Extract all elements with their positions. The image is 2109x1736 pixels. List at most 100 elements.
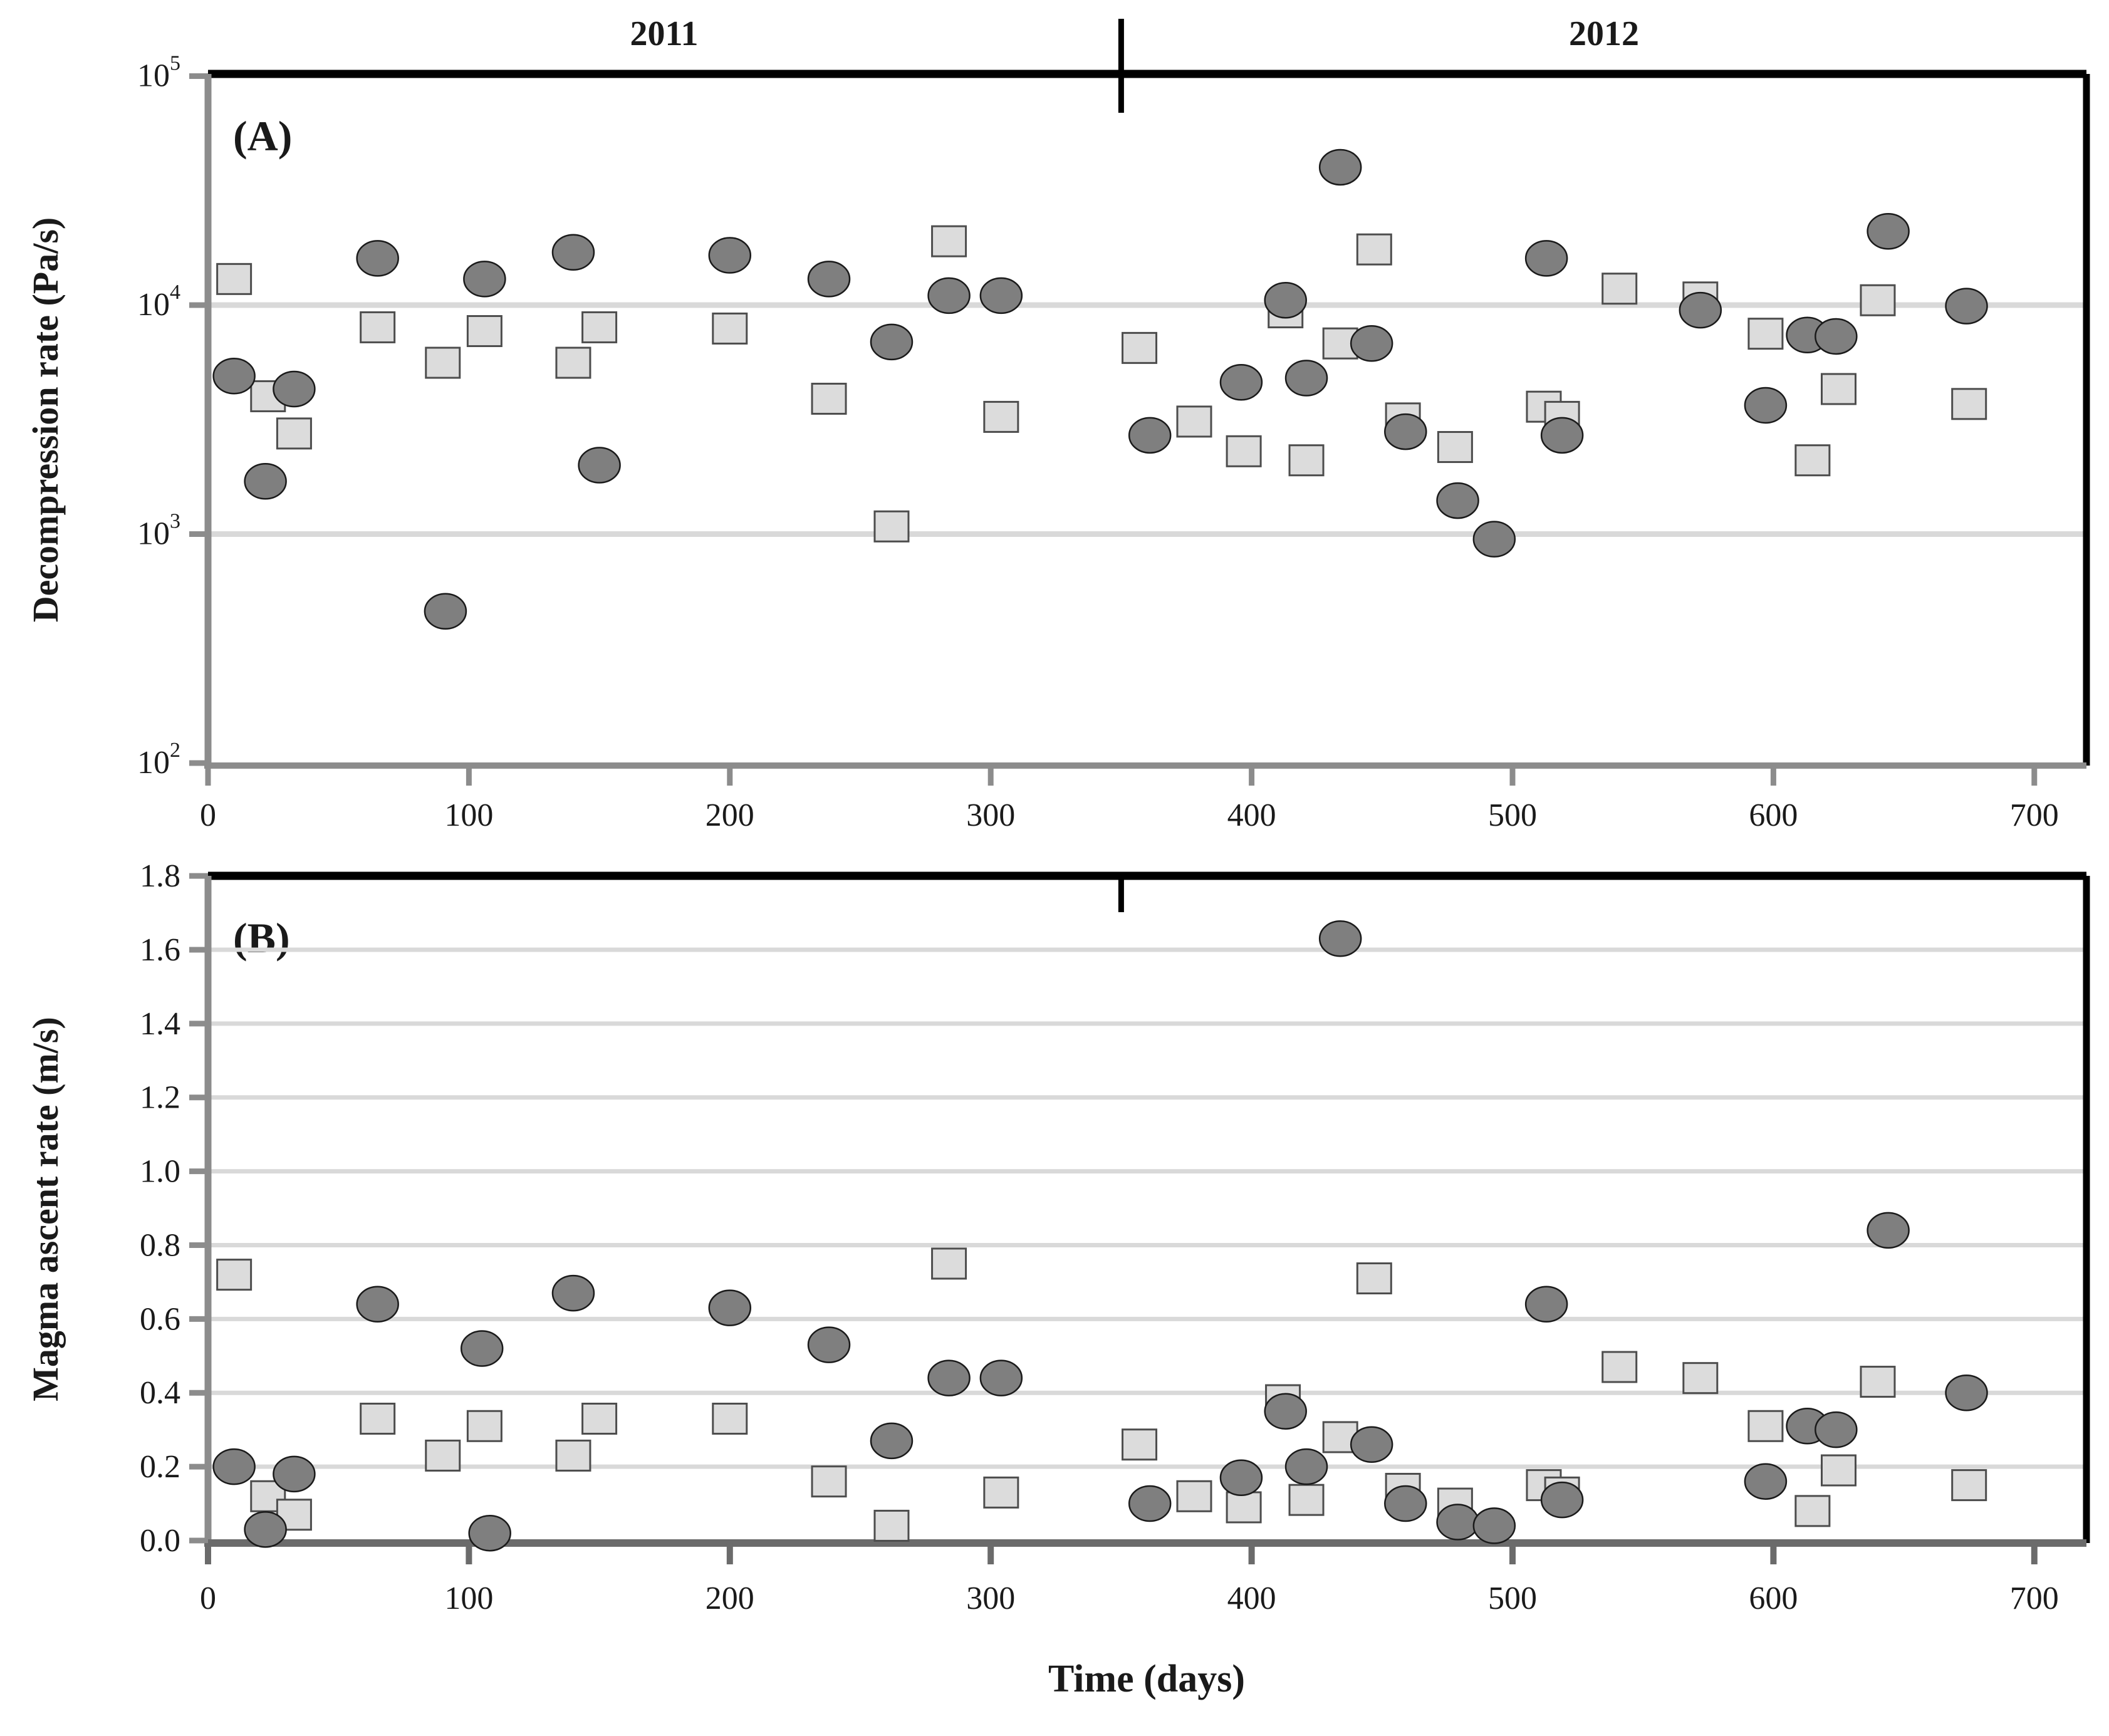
- data-point-circle-a: [1284, 360, 1328, 397]
- data-point-circle-a: [708, 237, 752, 274]
- panel-b-y-tick-label: 0.0: [140, 1523, 180, 1559]
- data-point-square-b: [1747, 1410, 1784, 1442]
- panel-a-label: (A): [233, 112, 292, 160]
- data-point-circle-b: [870, 1422, 914, 1460]
- data-point-circle-a: [1318, 148, 1362, 186]
- data-point-circle-b: [1284, 1448, 1328, 1485]
- data-point-circle-b: [1524, 1286, 1568, 1323]
- data-point-circle-b: [356, 1286, 399, 1323]
- data-point-square-b: [1601, 1351, 1638, 1383]
- data-point-square-b: [555, 1439, 591, 1472]
- data-point-square-a: [1860, 284, 1896, 316]
- data-point-circle-a: [1384, 413, 1427, 450]
- data-point-square-a: [360, 311, 396, 343]
- data-point-circle-b: [1219, 1459, 1263, 1497]
- data-point-circle-b: [1384, 1485, 1427, 1522]
- panel-b-y-tick-label: 1.8: [140, 858, 180, 894]
- data-point-square-a: [250, 380, 286, 412]
- data-point-circle-b: [1945, 1374, 1988, 1411]
- data-point-square-a: [811, 382, 847, 415]
- data-point-square-b: [360, 1402, 396, 1435]
- data-point-circle-a: [1472, 521, 1516, 558]
- data-point-square-b: [1122, 1428, 1158, 1461]
- data-point-square-b: [1951, 1469, 1987, 1502]
- panel-b-x-tick-label: 600: [1749, 1581, 1798, 1616]
- panel-b-x-tick-label: 400: [1227, 1581, 1276, 1616]
- data-point-square-b: [1176, 1480, 1212, 1512]
- data-point-circle-b: [927, 1359, 971, 1396]
- panel-b-y-tick-label: 1.2: [140, 1080, 180, 1116]
- data-point-square-b: [425, 1439, 461, 1472]
- panel-b-y-tick-label: 1.4: [140, 1006, 180, 1042]
- data-point-square-a: [1951, 388, 1987, 420]
- data-point-circle-a: [1945, 288, 1988, 325]
- panel-a-x-tick-label: 200: [706, 798, 754, 833]
- data-point-square-b: [1860, 1366, 1896, 1398]
- panel-b-x-tick-label: 200: [706, 1581, 754, 1616]
- data-point-circle-b: [212, 1448, 256, 1485]
- data-point-square-a: [466, 314, 503, 347]
- data-point-circle-b: [1867, 1212, 1910, 1249]
- data-point-square-a: [712, 312, 748, 345]
- data-point-square-b: [873, 1509, 910, 1542]
- data-point-circle-b: [1472, 1507, 1516, 1544]
- data-point-square-a: [931, 225, 967, 257]
- data-point-circle-a: [1264, 282, 1307, 319]
- data-point-square-b: [1356, 1262, 1392, 1295]
- panel-b-y-tick-label: 1.6: [140, 932, 180, 968]
- data-point-circle-a: [578, 447, 621, 484]
- data-point-circle-b: [273, 1455, 316, 1493]
- panel-a-x-tick-label: 600: [1749, 798, 1798, 833]
- year-label-2011: 2011: [630, 14, 699, 53]
- panel-b-y-tick-label: 1.0: [140, 1154, 180, 1190]
- data-point-circle-a: [1436, 482, 1479, 519]
- panel-a-x-tick-label: 700: [2010, 798, 2059, 833]
- data-point-square-a: [1226, 435, 1262, 467]
- data-point-circle-b: [1815, 1411, 1858, 1448]
- data-point-square-b: [1226, 1491, 1262, 1524]
- panel-b-x-tick-label: 100: [444, 1581, 493, 1616]
- panel-a-x-tick-label: 0: [200, 798, 216, 833]
- panel-b-y-tick-label: 0.4: [140, 1375, 180, 1411]
- panel-a-x-tick-label: 500: [1488, 798, 1537, 833]
- panel-a-y-tick-label: 104: [137, 281, 180, 323]
- panel-b-y-tick-label: 0.6: [140, 1301, 180, 1337]
- data-point-circle-a: [979, 277, 1023, 314]
- data-point-circle-a: [463, 261, 506, 298]
- panel-b-y-axis-title: Magma ascent rate (m/s): [25, 1017, 66, 1401]
- data-point-square-a: [276, 417, 312, 450]
- data-point-square-a: [983, 400, 1019, 433]
- data-point-square-a: [425, 346, 461, 379]
- data-point-square-a: [216, 262, 253, 295]
- panel-b-x-tick-label: 700: [2010, 1581, 2059, 1616]
- data-point-circle-a: [1679, 291, 1722, 329]
- data-point-circle-b: [1436, 1504, 1479, 1541]
- data-point-circle-a: [1815, 318, 1858, 355]
- data-point-circle-a: [1540, 417, 1584, 454]
- data-point-circle-a: [212, 357, 256, 395]
- panel-b-y-tick-label: 0.2: [140, 1449, 180, 1485]
- data-point-square-b: [581, 1402, 618, 1435]
- panel-b-plot-area: 1.8 1.6 1.4 1.2 1.0 0.8 0.6 0.4 0.2 0.0 0 100 200 300…: [140, 858, 2090, 1616]
- data-point-circle-b: [708, 1289, 752, 1326]
- data-point-circle-b: [1744, 1463, 1788, 1500]
- data-point-square-a: [1747, 318, 1784, 350]
- data-point-square-b: [1821, 1454, 1856, 1487]
- data-point-circle-b: [468, 1514, 511, 1552]
- data-point-square-b: [466, 1410, 503, 1442]
- data-point-circle-a: [1219, 364, 1263, 401]
- panel-b-x-tick-label: 0: [200, 1581, 216, 1616]
- data-point-square-a: [1176, 405, 1212, 438]
- data-point-circle-a: [1350, 325, 1393, 362]
- data-point-circle-b: [807, 1326, 851, 1363]
- data-point-square-b: [1288, 1484, 1325, 1516]
- data-point-circle-a: [424, 593, 467, 630]
- panel-a-y-tick-label: 105: [137, 52, 180, 94]
- panel-a-y-tick-label: 102: [137, 739, 180, 781]
- data-point-circle-a: [356, 240, 399, 277]
- data-point-square-b: [1682, 1362, 1719, 1395]
- data-point-circle-b: [551, 1274, 595, 1312]
- data-point-circle-b: [1264, 1393, 1307, 1430]
- data-point-circle-a: [807, 261, 851, 298]
